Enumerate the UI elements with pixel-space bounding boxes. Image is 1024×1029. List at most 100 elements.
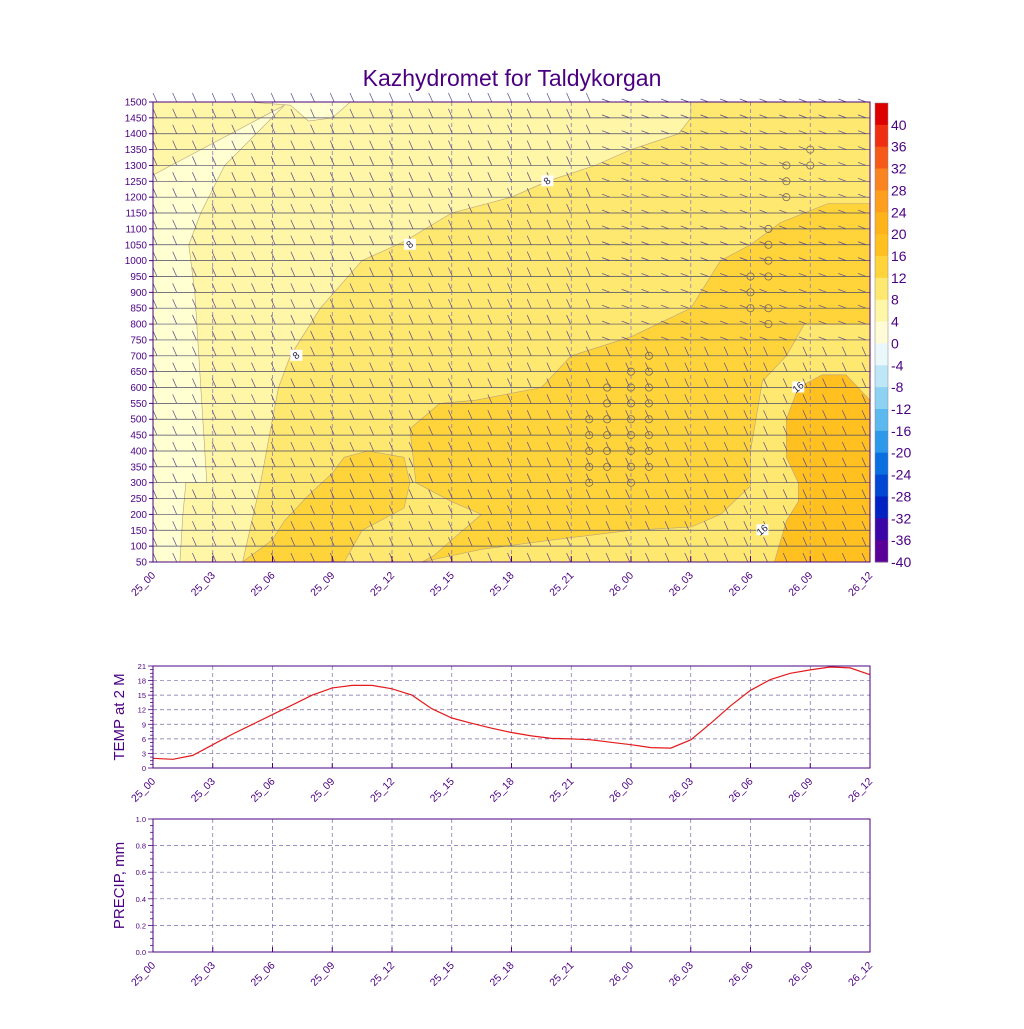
- wind-barb: [779, 130, 788, 135]
- calm-wind-marker: [644, 351, 653, 360]
- wind-barb: [664, 505, 670, 515]
- wind-barb: [467, 552, 473, 563]
- y-tick-label: 0.6: [136, 868, 146, 877]
- y-tick-label: 1250: [125, 177, 148, 188]
- wind-barb: [739, 289, 748, 293]
- chart-title: Kazhydromet for Taldykorgan: [363, 65, 662, 91]
- wind-barb: [680, 193, 689, 198]
- wind-barb: [467, 251, 473, 261]
- y-tick-label: 150: [130, 526, 147, 537]
- wind-barb: [822, 521, 827, 531]
- wind-barb: [310, 410, 315, 420]
- wind-barb: [270, 330, 276, 341]
- wind-barb: [251, 156, 256, 166]
- x-tick-label: 25_21: [547, 570, 576, 599]
- wind-barb: [408, 314, 414, 325]
- wind-barb: [408, 521, 414, 531]
- calm-wind-marker: [782, 161, 791, 170]
- wind-barb: [310, 124, 315, 134]
- wind-barb: [601, 336, 611, 341]
- wind-barb: [290, 314, 296, 325]
- wind-barb: [700, 130, 709, 135]
- wind-barb: [231, 362, 237, 372]
- x-tick-label: 26_03: [667, 570, 696, 599]
- wind-barb: [861, 457, 867, 467]
- wind-barb: [798, 336, 808, 341]
- wind-barb: [841, 473, 847, 483]
- wind-barb: [507, 140, 512, 150]
- wind-barb: [585, 473, 591, 483]
- wind-barb: [621, 273, 630, 277]
- wind-barb: [369, 489, 374, 499]
- wind-barb: [467, 188, 473, 198]
- wind-barb: [310, 425, 315, 436]
- wind-barb: [704, 362, 709, 372]
- wind-barb: [625, 346, 630, 356]
- wind-barb: [507, 251, 512, 261]
- wind-barb: [467, 172, 473, 182]
- wind-barb: [601, 177, 611, 182]
- wind-barb: [369, 124, 374, 134]
- wind-barb: [211, 536, 217, 547]
- wind-barb: [723, 505, 729, 515]
- wind-barb: [428, 346, 434, 356]
- y-tick-label: 800: [130, 320, 147, 331]
- colorbar-label: -24: [891, 467, 911, 483]
- wind-barb: [487, 140, 493, 150]
- colorbar-swatch: [875, 103, 888, 126]
- wind-barb: [349, 299, 355, 309]
- wind-barb: [566, 521, 571, 531]
- colorbar-swatch: [875, 365, 888, 388]
- wind-barb: [389, 156, 394, 166]
- wind-barb: [251, 441, 256, 452]
- wind-barb: [270, 394, 276, 404]
- wind-barb: [526, 314, 532, 325]
- wind-barb: [389, 140, 394, 150]
- wind-barb: [645, 473, 650, 483]
- wind-barb: [546, 314, 552, 325]
- wind-barb: [585, 203, 591, 214]
- wind-barb: [641, 209, 650, 214]
- colorbar-swatch: [875, 387, 888, 410]
- wind-barb: [172, 441, 178, 452]
- wind-barb: [408, 124, 414, 134]
- wind-barb: [822, 362, 827, 372]
- wind-barb: [231, 521, 237, 531]
- wind-barb: [546, 330, 552, 341]
- wind-barb: [818, 320, 827, 325]
- wind-barb: [389, 425, 394, 436]
- wind-barb: [428, 283, 434, 293]
- wind-barb: [660, 114, 670, 119]
- wind-barb: [448, 505, 453, 515]
- wind-barb: [526, 172, 532, 182]
- calm-wind-marker: [627, 431, 636, 440]
- wind-barb: [720, 162, 729, 166]
- wind-barb: [211, 108, 217, 119]
- wind-barb: [349, 203, 355, 214]
- wind-barb: [369, 394, 374, 404]
- wind-barb: [389, 251, 394, 261]
- wind-barb: [605, 378, 611, 388]
- wind-barb: [290, 92, 296, 103]
- wind-barb: [329, 251, 335, 261]
- wind-barb: [802, 489, 808, 499]
- wind-barb: [192, 156, 197, 166]
- wind-barb: [467, 521, 473, 531]
- wind-barb: [270, 378, 276, 388]
- wind-barb: [720, 193, 729, 198]
- wind-barb: [700, 177, 709, 182]
- wind-barb: [467, 203, 473, 214]
- wind-barb: [645, 536, 650, 547]
- colorbar-label: 12: [891, 270, 907, 286]
- wind-barb: [467, 489, 473, 499]
- wind-barb: [192, 251, 197, 261]
- wind-barb: [566, 203, 571, 214]
- wind-barb: [192, 330, 197, 341]
- wind-barb: [290, 552, 296, 563]
- wind-barb: [310, 378, 315, 388]
- wind-barb: [192, 108, 197, 119]
- colorbar-label: 28: [891, 182, 907, 198]
- wind-barb: [700, 193, 709, 198]
- wind-barb: [408, 251, 414, 261]
- wind-barb: [172, 267, 178, 277]
